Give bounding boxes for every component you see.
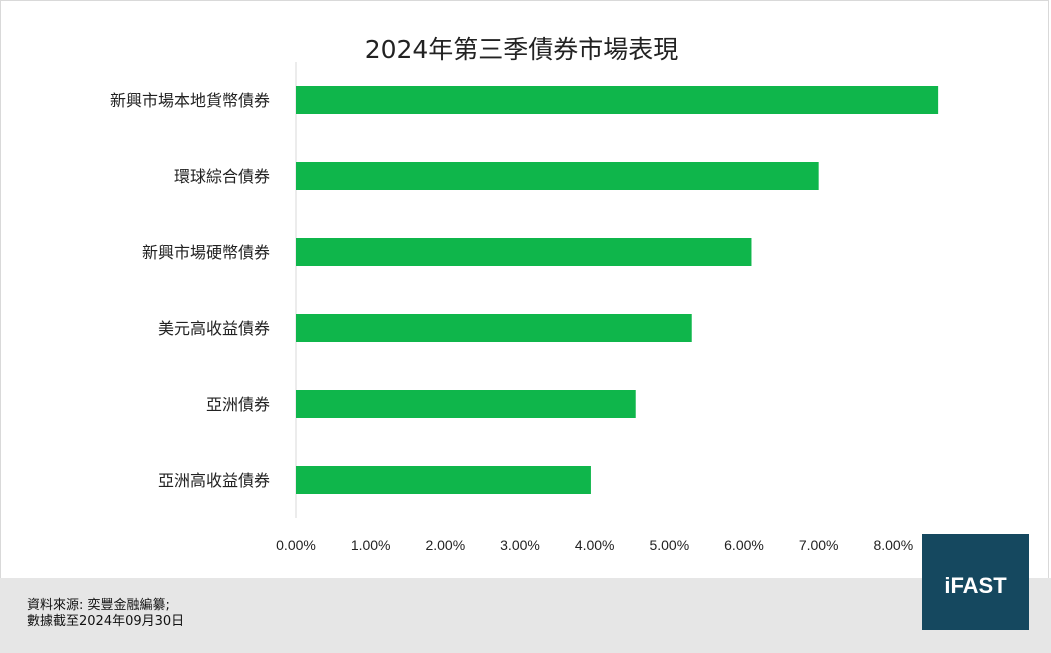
category-label: 新興市場硬幣債券 bbox=[142, 243, 270, 262]
x-tick-label: 0.00% bbox=[276, 537, 316, 553]
category-label: 亞洲高收益債券 bbox=[158, 471, 270, 490]
category-label: 新興市場本地貨幣債券 bbox=[110, 91, 270, 110]
chart-title: 2024年第三季債券市場表現 bbox=[364, 35, 679, 64]
source-line-2: 數據截至2024年09月30日 bbox=[27, 614, 185, 629]
x-tick-label: 5.00% bbox=[649, 537, 689, 553]
bar bbox=[296, 314, 692, 342]
category-label: 美元高收益債券 bbox=[158, 319, 270, 338]
x-tick-label: 6.00% bbox=[724, 537, 764, 553]
bar bbox=[296, 466, 591, 494]
ifast-logo: iFAST bbox=[922, 534, 1029, 630]
source-line-1: 資料來源: 奕豐金融編纂; bbox=[27, 598, 170, 613]
bar bbox=[296, 86, 939, 114]
x-tick-label: 2.00% bbox=[425, 537, 465, 553]
category-label: 環球綜合債券 bbox=[174, 167, 270, 186]
bar bbox=[296, 238, 752, 266]
x-tick-label: 7.00% bbox=[799, 537, 839, 553]
x-tick-label: 4.00% bbox=[575, 537, 615, 553]
source-note: 資料來源: 奕豐金融編纂; 數據截至2024年09月30日 bbox=[27, 598, 184, 630]
category-label: 亞洲債券 bbox=[206, 395, 270, 414]
bar bbox=[296, 390, 636, 418]
x-tick-label: 1.00% bbox=[351, 537, 391, 553]
bar bbox=[296, 162, 819, 190]
x-tick-label: 3.00% bbox=[500, 537, 540, 553]
x-tick-label: 8.00% bbox=[873, 537, 913, 553]
footer-band bbox=[0, 578, 1051, 653]
